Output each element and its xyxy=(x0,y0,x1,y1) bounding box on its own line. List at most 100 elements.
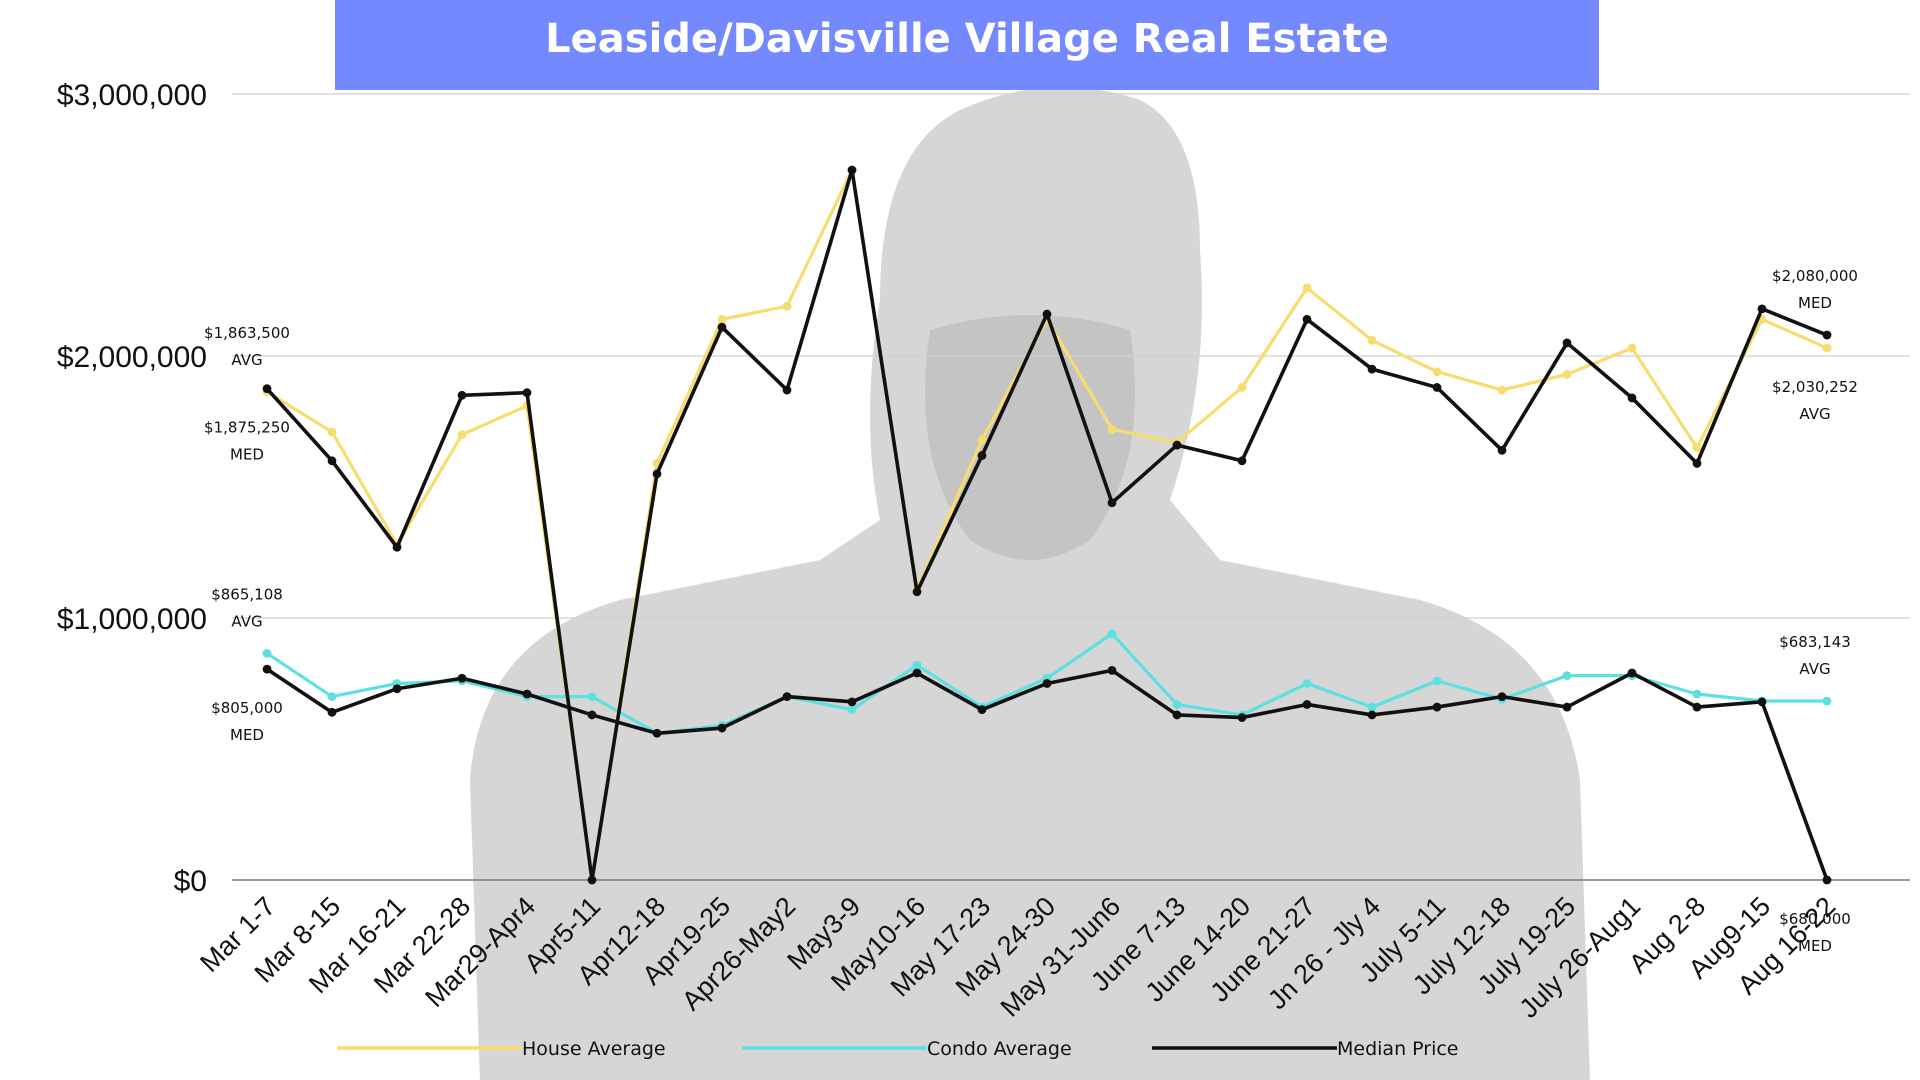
data-point xyxy=(1822,696,1832,706)
data-point xyxy=(847,705,857,715)
data-point xyxy=(1107,498,1117,508)
data-point xyxy=(262,648,272,658)
data-point xyxy=(522,388,532,398)
data-annotation: AVG xyxy=(1799,405,1830,423)
data-point xyxy=(327,427,337,437)
data-point xyxy=(1497,385,1507,395)
y-tick-label: $1,000,000 xyxy=(57,603,207,636)
data-point xyxy=(1237,383,1247,392)
data-point xyxy=(587,875,597,885)
data-point xyxy=(1367,364,1377,374)
data-point xyxy=(327,456,337,466)
data-point xyxy=(1692,443,1702,453)
title-background xyxy=(335,0,1599,90)
data-point xyxy=(1432,383,1442,392)
title-band: Leaside/Davisville Village Real Estate xyxy=(335,0,1599,90)
data-point xyxy=(847,697,857,707)
data-point xyxy=(587,692,597,701)
data-point xyxy=(912,587,922,597)
data-point xyxy=(1302,679,1312,688)
chart-title: Leaside/Davisville Village Real Estate xyxy=(545,16,1389,62)
data-point xyxy=(1172,700,1182,709)
data-point xyxy=(1107,424,1117,434)
data-point xyxy=(262,384,272,394)
data-point xyxy=(1692,702,1702,712)
data-point xyxy=(392,684,402,694)
data-point xyxy=(1237,713,1247,722)
data-point xyxy=(652,469,662,479)
data-annotation: $680,000 xyxy=(1779,910,1851,928)
data-point xyxy=(977,435,987,445)
data-point xyxy=(1432,367,1442,377)
data-point xyxy=(782,385,792,395)
data-point xyxy=(392,542,402,552)
data-point xyxy=(1497,445,1507,455)
data-point xyxy=(1302,283,1312,293)
data-point xyxy=(1172,440,1182,450)
data-point xyxy=(522,689,532,699)
data-annotation: MED xyxy=(1798,294,1832,312)
data-point xyxy=(327,707,337,717)
y-axis-ticks: $0 $1,000,000 $2,000,000 $3,000,000 xyxy=(57,79,207,898)
data-point xyxy=(1627,668,1637,678)
data-annotation: AVG xyxy=(231,351,262,369)
data-point xyxy=(1042,679,1052,688)
data-point xyxy=(782,692,792,701)
data-annotation: AVG xyxy=(231,612,262,630)
data-point xyxy=(977,705,987,715)
data-point xyxy=(1692,689,1702,699)
data-point xyxy=(1627,393,1637,403)
data-point xyxy=(457,673,467,683)
data-point xyxy=(457,390,467,400)
data-point xyxy=(1302,700,1312,709)
data-annotations: $1,863,500 AVG $1,875,250 MED $865,108 AVG $80… xyxy=(204,267,1858,955)
data-point xyxy=(782,301,792,311)
data-point xyxy=(587,710,597,720)
series-lines xyxy=(262,165,1832,885)
data-point xyxy=(1432,676,1442,686)
data-point xyxy=(1497,692,1507,701)
data-point xyxy=(977,451,987,460)
data-annotation: $2,030,252 xyxy=(1772,378,1858,396)
gridlines xyxy=(232,93,1910,619)
data-point xyxy=(1107,666,1117,675)
data-point xyxy=(327,692,337,701)
data-annotation: MED xyxy=(230,726,264,744)
data-annotation: $805,000 xyxy=(211,699,283,717)
y-tick-label: $0 xyxy=(174,865,207,898)
legend-label: Condo Average xyxy=(927,1038,1072,1060)
data-point xyxy=(717,314,727,324)
data-point xyxy=(262,664,272,674)
data-point xyxy=(1562,702,1572,712)
data-point xyxy=(1822,875,1832,885)
data-point xyxy=(1042,309,1052,319)
data-annotation: MED xyxy=(1798,937,1832,955)
data-point xyxy=(1367,702,1377,712)
legend-label: House Average xyxy=(522,1038,666,1060)
data-point xyxy=(717,322,727,332)
data-point xyxy=(1822,330,1832,340)
data-point xyxy=(1302,314,1312,324)
data-point xyxy=(1172,710,1182,720)
data-point xyxy=(1822,343,1832,353)
data-point xyxy=(912,660,922,670)
data-annotation: MED xyxy=(230,446,264,464)
data-point xyxy=(652,728,662,738)
data-point xyxy=(1692,459,1702,468)
data-point xyxy=(1627,343,1637,353)
legend: House Average Condo Average Median Price xyxy=(337,1038,1459,1060)
data-point xyxy=(1562,338,1572,348)
data-point xyxy=(1237,456,1247,466)
data-annotation: AVG xyxy=(1799,660,1830,678)
data-point xyxy=(847,165,857,175)
y-tick-label: $3,000,000 xyxy=(57,79,207,112)
data-annotation: $683,143 xyxy=(1779,633,1851,651)
y-tick-label: $2,000,000 xyxy=(57,341,207,374)
data-annotation: $865,108 xyxy=(211,585,283,603)
data-point xyxy=(1432,702,1442,712)
data-annotation: $1,863,500 xyxy=(204,324,290,342)
data-point xyxy=(717,723,727,733)
data-point xyxy=(1562,671,1572,681)
data-point xyxy=(1367,335,1377,345)
